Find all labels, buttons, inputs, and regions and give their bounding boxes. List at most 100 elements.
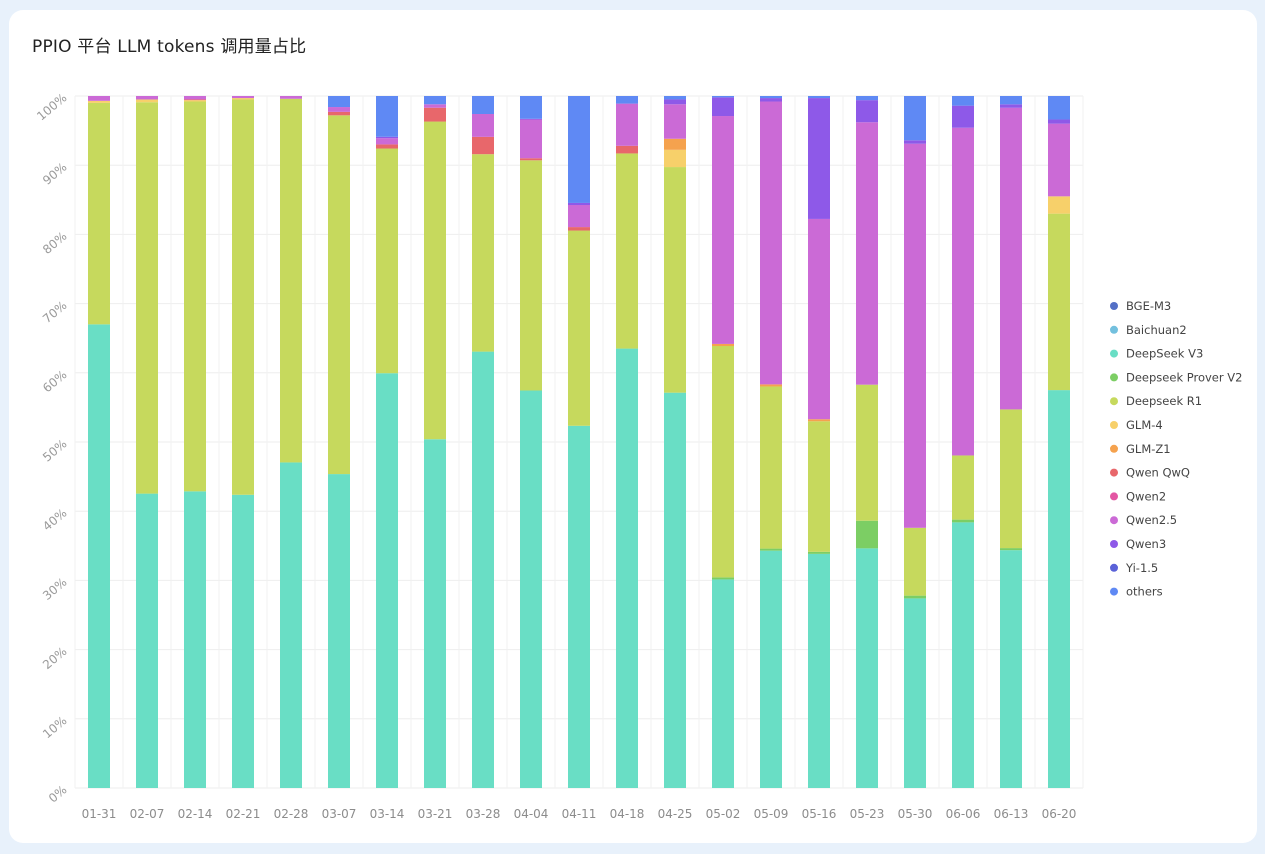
- legend-item-qwen3[interactable]: Qwen3: [1110, 537, 1166, 551]
- bar-segment-others[interactable]: [1048, 96, 1070, 120]
- bar-stack-04-11[interactable]: [568, 96, 590, 788]
- bar-segment-glm-4[interactable]: [1048, 196, 1070, 214]
- bar-segment-qwen-qwq[interactable]: [520, 158, 542, 161]
- bar-segment-deepseek-v3[interactable]: [568, 425, 590, 788]
- bar-segment-deepseek-r1[interactable]: [472, 154, 494, 352]
- bar-segment-qwen3[interactable]: [808, 98, 830, 219]
- bar-segment-qwen2-5[interactable]: [520, 119, 542, 159]
- bar-segment-qwen2-5[interactable]: [328, 107, 350, 112]
- bar-segment-deepseek-r1[interactable]: [568, 230, 590, 426]
- bar-segment-deepseek-r1[interactable]: [328, 115, 350, 475]
- bar-segment-deepseek-prover-v2[interactable]: [952, 519, 974, 523]
- bar-segment-qwen3[interactable]: [664, 99, 686, 105]
- bar-stack-02-28[interactable]: [280, 96, 302, 788]
- bar-segment-qwen3[interactable]: [904, 140, 926, 144]
- bar-segment-deepseek-r1[interactable]: [808, 421, 830, 552]
- bar-segment-deepseek-v3[interactable]: [664, 392, 686, 788]
- bar-segment-deepseek-v3[interactable]: [376, 373, 398, 788]
- bar-segment-qwen3[interactable]: [520, 118, 542, 120]
- bar-segment-qwen2-5[interactable]: [664, 104, 686, 139]
- bar-segment-qwen3[interactable]: [760, 98, 782, 102]
- bar-segment-qwen2-5[interactable]: [136, 96, 158, 100]
- bar-segment-deepseek-v3[interactable]: [328, 474, 350, 788]
- bar-segment-others[interactable]: [952, 96, 974, 106]
- legend-item-yi-1-5[interactable]: Yi-1.5: [1110, 561, 1158, 575]
- bar-segment-deepseek-v3[interactable]: [280, 462, 302, 788]
- bar-segment-others[interactable]: [1000, 96, 1022, 105]
- bar-segment-qwen-qwq[interactable]: [568, 227, 590, 231]
- bar-segment-qwen2-5[interactable]: [568, 205, 590, 228]
- bar-segment-qwen-qwq[interactable]: [328, 111, 350, 116]
- bar-segment-deepseek-v3[interactable]: [952, 522, 974, 788]
- bar-segment-qwen2-5[interactable]: [760, 101, 782, 385]
- bar-segment-deepseek-v3[interactable]: [184, 491, 206, 788]
- legend-item-baichuan2[interactable]: Baichuan2: [1110, 323, 1187, 337]
- bar-stack-02-14[interactable]: [184, 96, 206, 788]
- bar-segment-glm-z1[interactable]: [760, 384, 782, 387]
- bar-segment-deepseek-r1[interactable]: [1048, 213, 1070, 391]
- bar-segment-deepseek-prover-v2[interactable]: [808, 551, 830, 554]
- bar-segment-deepseek-v3[interactable]: [1048, 390, 1070, 788]
- bar-segment-qwen3[interactable]: [376, 136, 398, 139]
- bar-segment-deepseek-r1[interactable]: [376, 148, 398, 374]
- bar-segment-deepseek-r1[interactable]: [136, 102, 158, 494]
- bar-segment-qwen2-5[interactable]: [232, 96, 254, 99]
- bar-segment-glm-z1[interactable]: [712, 343, 734, 347]
- bar-segment-qwen3[interactable]: [712, 97, 734, 117]
- bar-segment-deepseek-r1[interactable]: [952, 455, 974, 520]
- legend-item-glm-z1[interactable]: GLM-Z1: [1110, 442, 1171, 456]
- bar-segment-deepseek-v3[interactable]: [712, 579, 734, 788]
- bar-segment-others[interactable]: [712, 96, 734, 98]
- bar-segment-deepseek-prover-v2[interactable]: [712, 577, 734, 580]
- bar-segment-others[interactable]: [616, 96, 638, 104]
- bar-stack-05-23[interactable]: [856, 96, 878, 788]
- bar-stack-05-09[interactable]: [760, 96, 782, 788]
- bar-stack-03-14[interactable]: [376, 96, 398, 788]
- bar-segment-qwen-qwq[interactable]: [616, 145, 638, 154]
- bar-stack-04-25[interactable]: [664, 96, 686, 788]
- bar-segment-qwen2-5[interactable]: [952, 127, 974, 456]
- bar-segment-deepseek-v3[interactable]: [760, 550, 782, 788]
- bar-segment-others[interactable]: [520, 96, 542, 119]
- bar-segment-glm-4[interactable]: [88, 100, 110, 103]
- bar-segment-deepseek-v3[interactable]: [808, 553, 830, 788]
- bar-stack-03-21[interactable]: [424, 96, 446, 788]
- legend[interactable]: BGE-M3 Baichuan2 DeepSeek V3 Deepseek Prove…: [1110, 299, 1242, 599]
- bar-segment-glm-4[interactable]: [232, 98, 254, 100]
- bar-stack-06-13[interactable]: [1000, 96, 1022, 788]
- bar-segment-deepseek-r1[interactable]: [424, 121, 446, 440]
- legend-item-deepseek-prover-v2[interactable]: Deepseek Prover V2: [1110, 370, 1242, 384]
- bar-segment-deepseek-r1[interactable]: [904, 527, 926, 596]
- legend-item-qwen-qwq[interactable]: Qwen QwQ: [1110, 466, 1190, 480]
- bar-segment-glm-4[interactable]: [136, 99, 158, 103]
- bar-segment-deepseek-prover-v2[interactable]: [904, 595, 926, 599]
- bar-stack-03-28[interactable]: [472, 96, 494, 788]
- bar-segment-glm-z1[interactable]: [808, 419, 830, 422]
- bar-segment-qwen2-5[interactable]: [1048, 123, 1070, 197]
- bar-segment-qwen2-5[interactable]: [184, 96, 206, 100]
- legend-item-qwen2-5[interactable]: Qwen2.5: [1110, 513, 1177, 527]
- bar-stack-04-04[interactable]: [520, 96, 542, 788]
- legend-item-qwen2[interactable]: Qwen2: [1110, 489, 1166, 503]
- legend-item-glm-4[interactable]: GLM-4: [1110, 418, 1163, 432]
- bar-segment-glm-4[interactable]: [184, 100, 206, 102]
- bar-segment-qwen-qwq[interactable]: [376, 144, 398, 149]
- bar-segment-qwen3[interactable]: [1000, 104, 1022, 108]
- bar-segment-others[interactable]: [424, 96, 446, 105]
- bar-segment-others[interactable]: [568, 96, 590, 203]
- bar-segment-deepseek-r1[interactable]: [664, 167, 686, 393]
- bar-segment-qwen2-5[interactable]: [1000, 107, 1022, 410]
- bar-segment-deepseek-r1[interactable]: [616, 153, 638, 349]
- bar-segment-qwen3[interactable]: [856, 100, 878, 123]
- bar-segment-qwen2-5[interactable]: [712, 116, 734, 344]
- bar-segment-others[interactable]: [904, 96, 926, 141]
- bar-segment-qwen-qwq[interactable]: [472, 136, 494, 155]
- legend-item-bge-m3[interactable]: BGE-M3: [1110, 299, 1171, 313]
- legend-item-deepseek-r1[interactable]: Deepseek R1: [1110, 394, 1202, 408]
- bar-segment-deepseek-r1[interactable]: [280, 98, 302, 463]
- bar-segment-deepseek-v3[interactable]: [232, 494, 254, 788]
- bar-stack-05-16[interactable]: [808, 96, 830, 788]
- bar-segment-others[interactable]: [472, 96, 494, 115]
- bar-segment-qwen2-5[interactable]: [280, 96, 302, 99]
- bar-segment-deepseek-v3[interactable]: [1000, 550, 1022, 788]
